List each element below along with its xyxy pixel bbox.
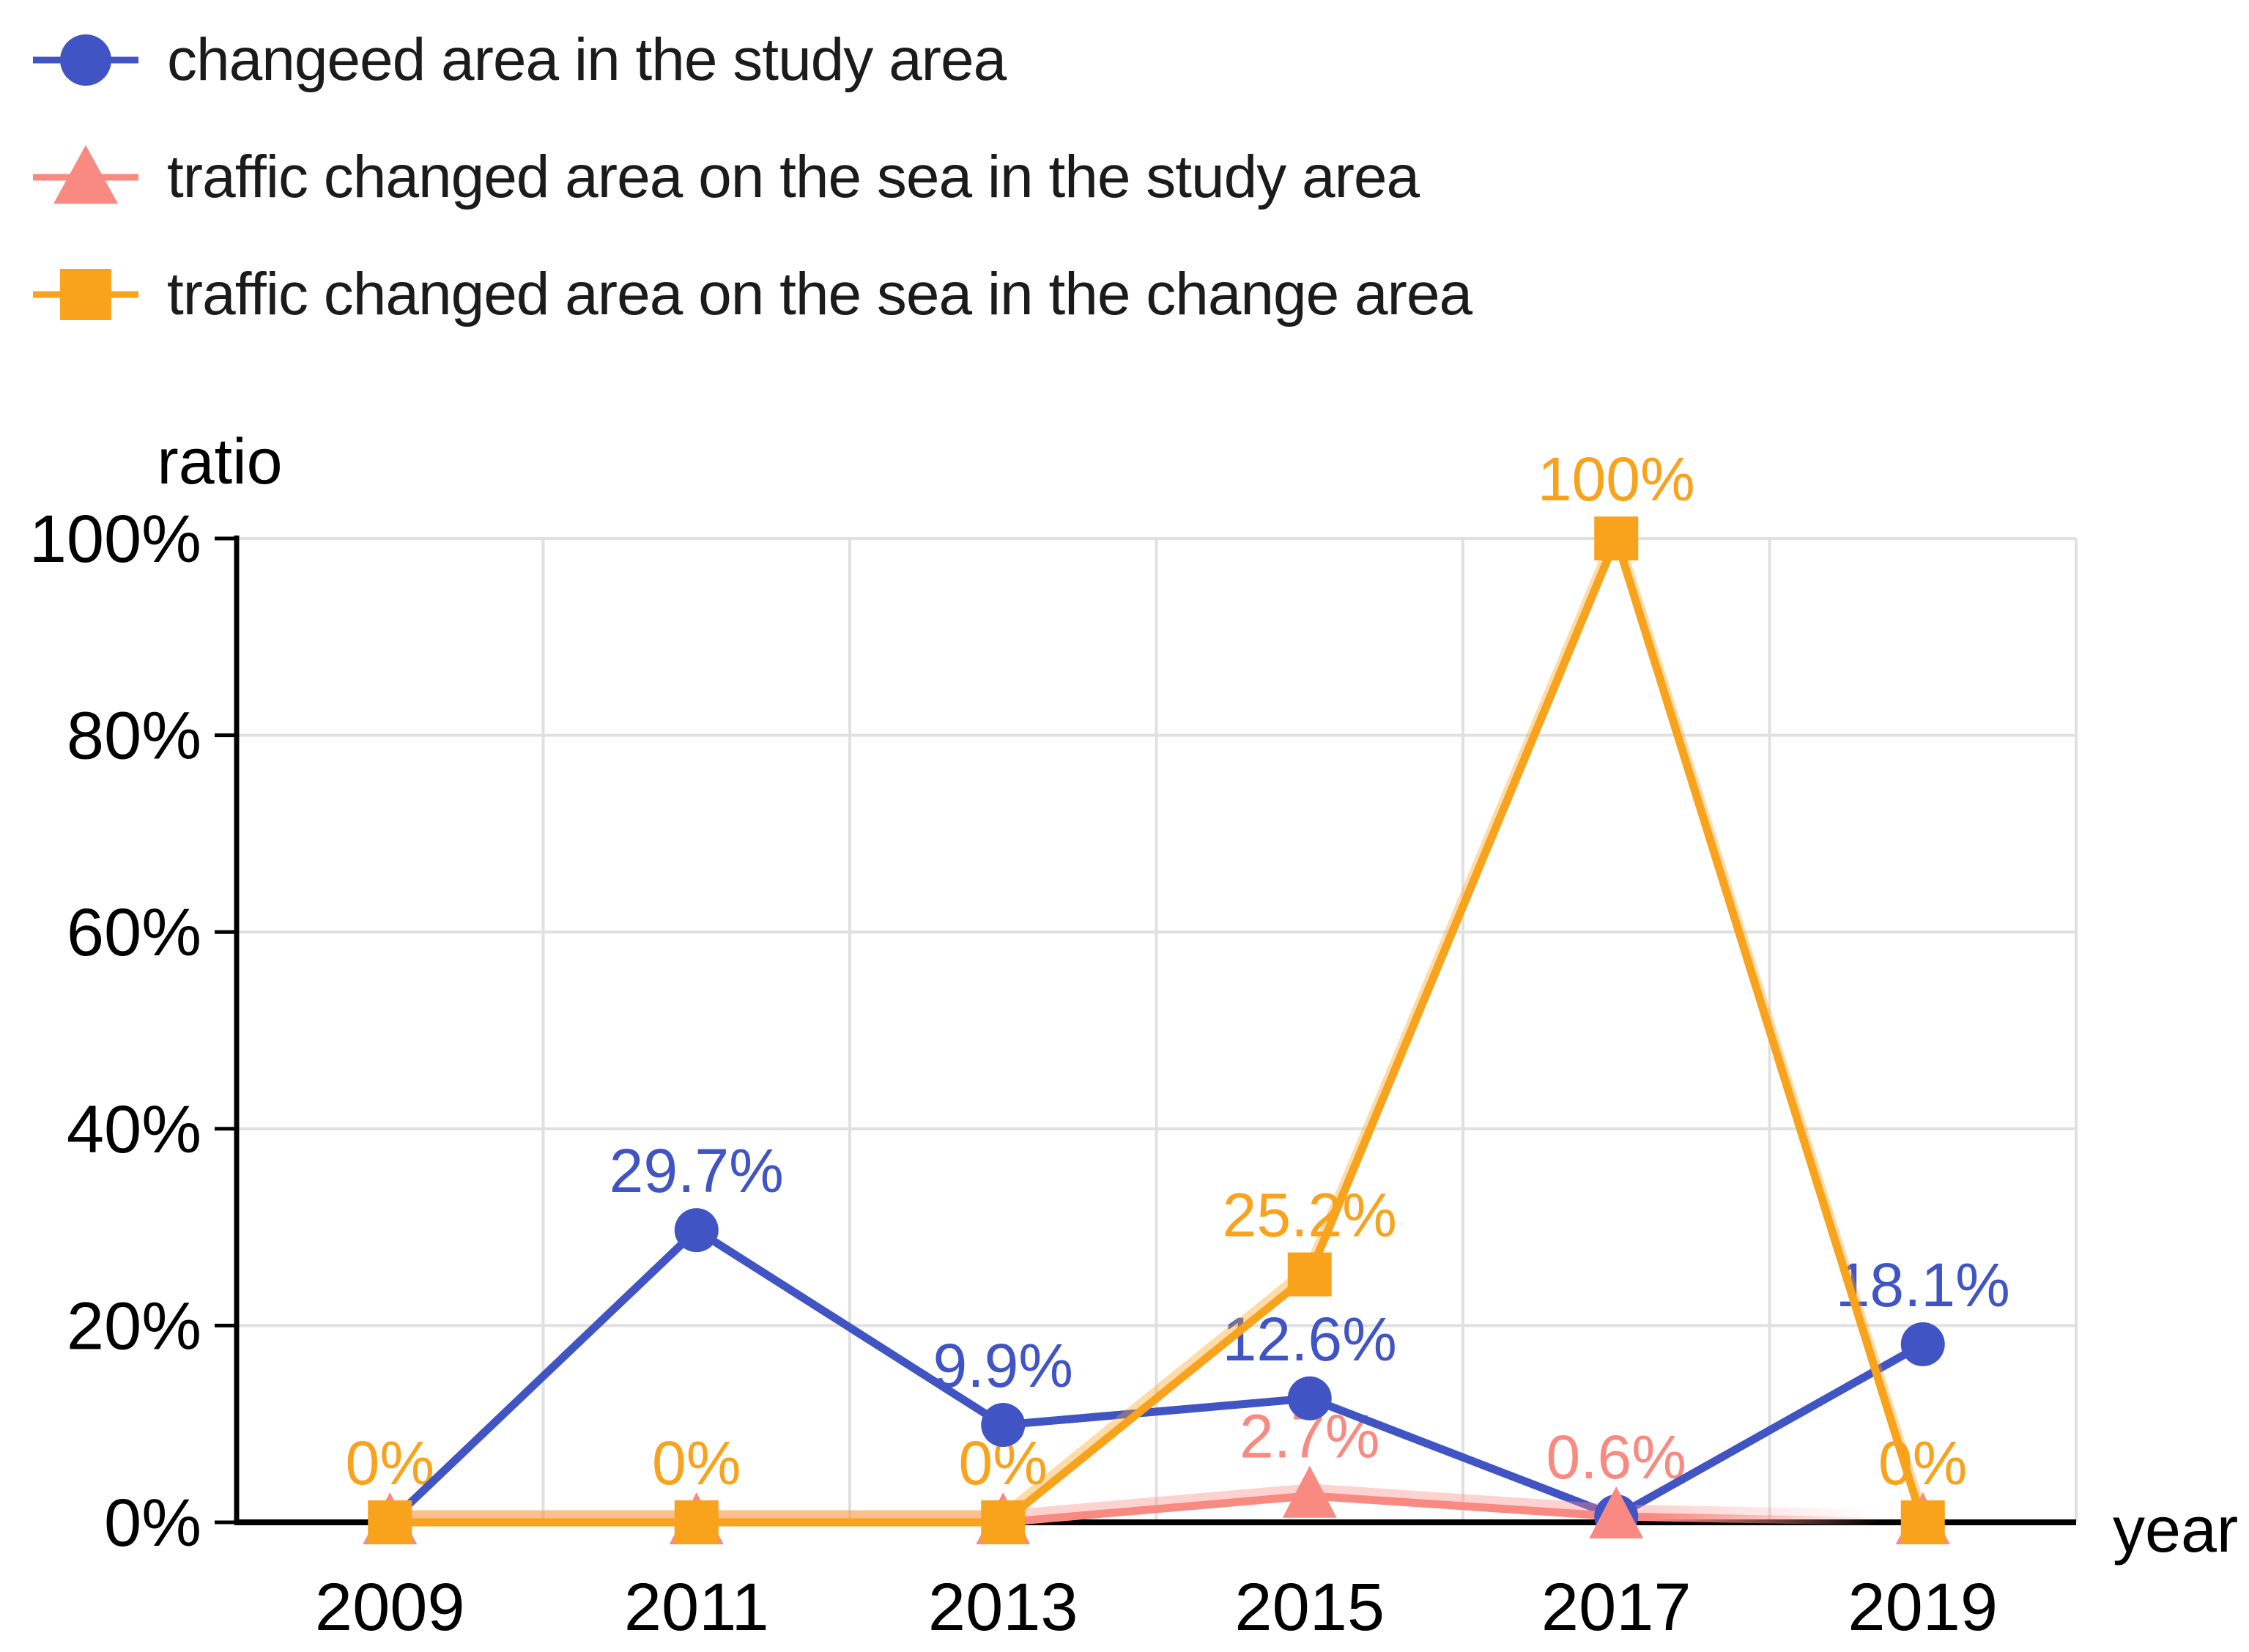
legend-label: changeed area in the study area [167,26,1007,93]
circle-marker-icon [60,34,111,86]
data-label-circle: 9.9% [933,1331,1073,1400]
series-line-halo-1 [390,1484,1923,1520]
legend-item-changed-area: changeed area in the study area [31,1,1472,119]
data-label-square: 0% [1878,1429,1967,1497]
data-label-circle: 12.6% [1223,1305,1397,1374]
data-label-triangle: 0.6% [1546,1423,1686,1492]
legend-label: traffic changed area on the sea in the s… [167,144,1420,210]
x-tick-label: 2011 [624,1570,769,1645]
data-point-square [1900,1500,1945,1544]
y-tick-label: 60% [67,895,201,970]
series-line-0 [387,1226,1925,1525]
data-point-circle [981,1403,1026,1448]
data-point-triangle [1282,1465,1337,1518]
legend-item-traffic-study-area: traffic changed area on the sea in the s… [31,119,1472,236]
data-label-circle: 29.7% [610,1136,784,1205]
data-label-square: 25.2% [1223,1181,1397,1250]
data-label-circle: 18.1% [1836,1251,2010,1319]
x-tick-label: 2013 [928,1570,1078,1645]
data-point-square [674,1500,719,1544]
legend-circle-marker-icon [33,34,138,86]
x-tick-label: 2015 [1234,1570,1385,1645]
x-tick-label: 2019 [1848,1570,1998,1645]
series-line-2 [390,534,1927,1527]
legend-triangle-marker-icon [33,145,138,204]
legend-square-marker-icon [33,269,138,320]
y-axis-title: ratio [157,425,282,497]
legend-label: traffic changed area on the sea in the c… [167,261,1472,327]
triangle-marker-icon [53,145,118,204]
data-point-circle [1287,1376,1332,1421]
data-point-square [1594,516,1639,560]
data-label-square: 0% [346,1429,434,1497]
y-tick-label: 40% [67,1092,201,1167]
y-tick-label: 100% [29,502,201,577]
x-tick-label: 2017 [1541,1570,1692,1645]
data-point-square [981,1500,1026,1544]
data-label-square: 0% [652,1429,741,1497]
data-point-square [1287,1252,1332,1297]
data-point-square [368,1500,412,1544]
square-marker-icon [60,269,111,320]
data-point-circle [674,1208,719,1253]
x-axis-title: year [2113,1493,2238,1566]
data-point-circle [1900,1322,1945,1366]
x-tick-label: 2009 [315,1570,465,1645]
y-tick-label: 80% [67,699,201,774]
y-tick-label: 20% [67,1289,201,1363]
data-label-square: 100% [1538,445,1695,514]
y-tick-label: 0% [104,1486,201,1560]
chart-legend: changeed area in the study area traffic … [31,1,1472,353]
legend-item-traffic-change-area: traffic changed area on the sea in the c… [31,236,1472,353]
data-point-triangle [1589,1486,1644,1538]
